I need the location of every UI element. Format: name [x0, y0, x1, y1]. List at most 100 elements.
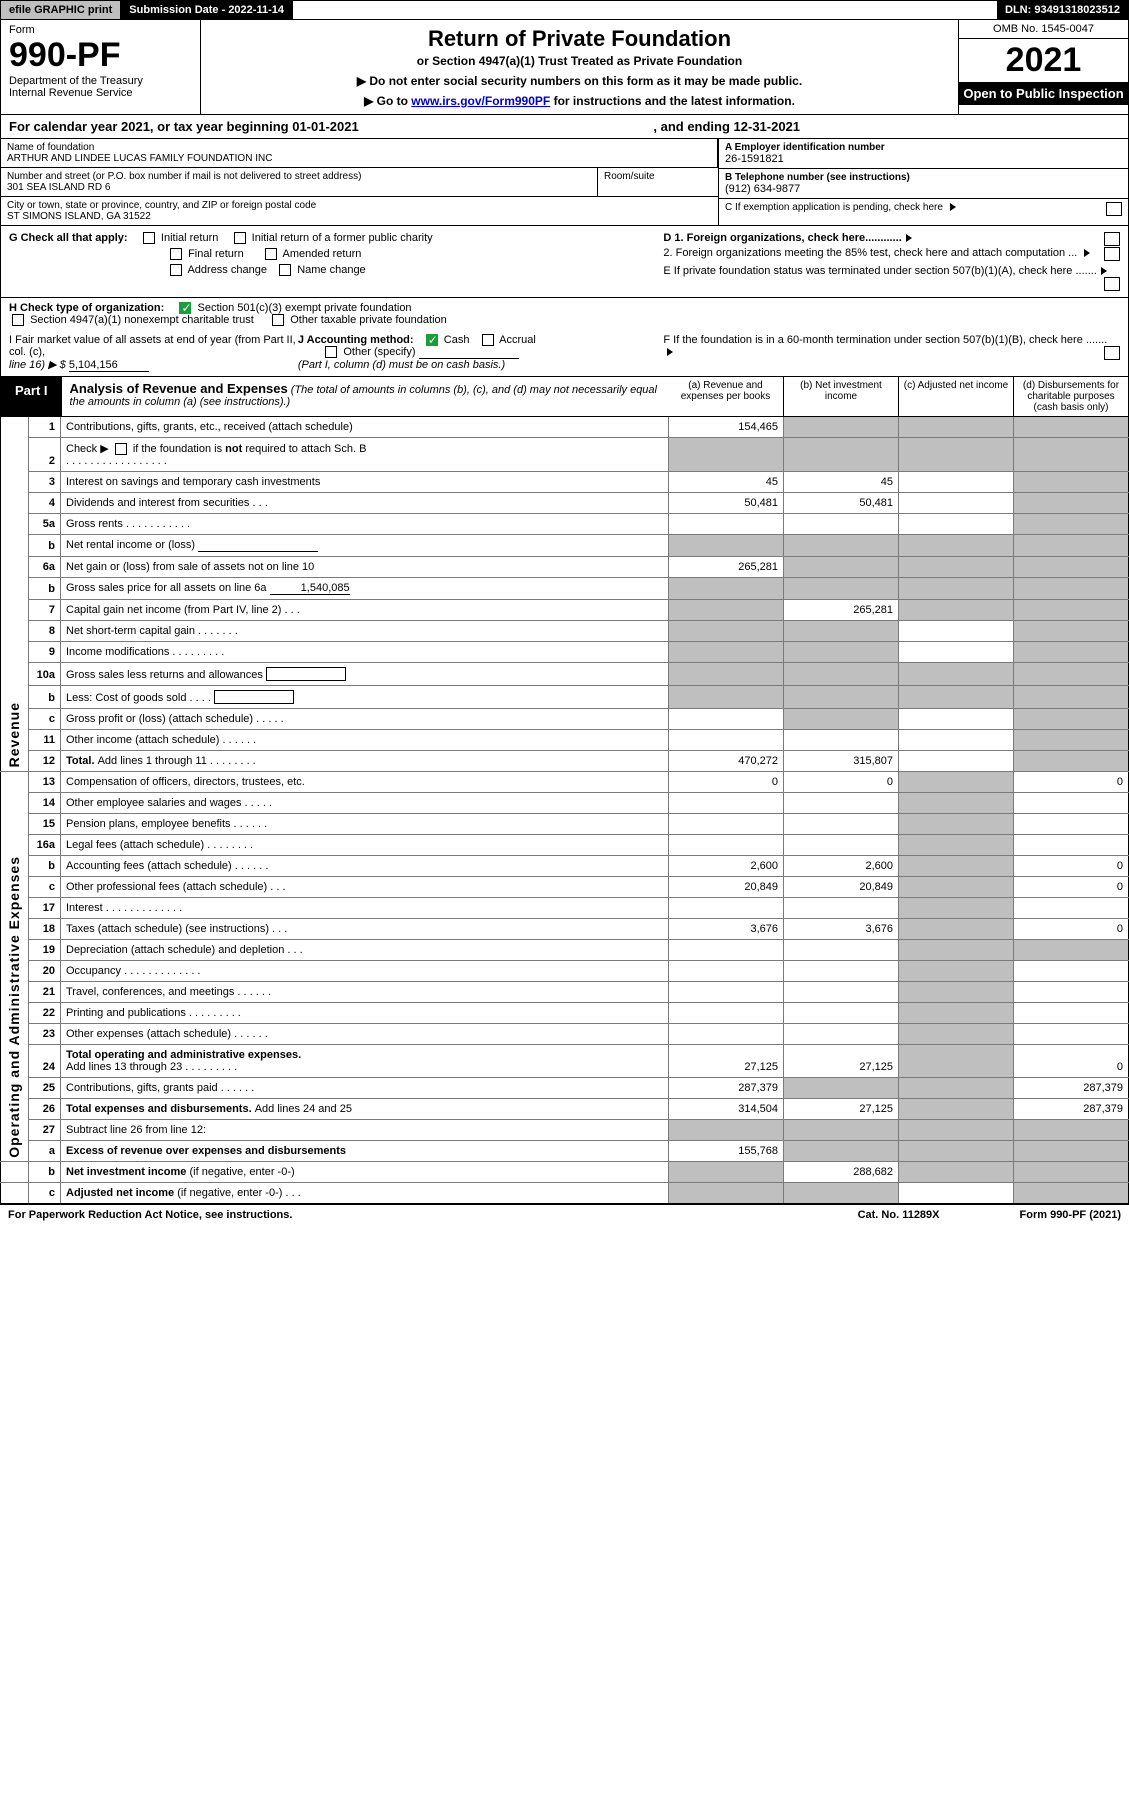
501c3-checkbox[interactable] [179, 302, 191, 314]
row-24: Total operating and administrative expen… [61, 1045, 669, 1078]
g-label: G Check all that apply: [9, 232, 128, 244]
arrow-icon [1084, 249, 1090, 257]
f-checkbox[interactable] [1104, 346, 1120, 360]
f-label: F If the foundation is in a 60-month ter… [663, 334, 1107, 346]
form-subtitle: or Section 4947(a)(1) Trust Treated as P… [213, 54, 946, 68]
col-a: (a) Revenue and expenses per books [668, 377, 783, 416]
addr-label: Number and street (or P.O. box number if… [7, 171, 591, 182]
d2-checkbox[interactable] [1104, 247, 1120, 261]
note-link: ▶ Go to www.irs.gov/Form990PF for instru… [213, 94, 946, 108]
arrow-icon [667, 348, 673, 356]
col-b: (b) Net investment income [783, 377, 898, 416]
phone-label: B Telephone number (see instructions) [725, 172, 910, 183]
row-10c: Gross profit or (loss) (attach schedule)… [61, 709, 669, 730]
fmv-value: 5,104,156 [69, 359, 149, 372]
g-block: G Check all that apply: Initial return I… [0, 226, 1129, 298]
tax-year: 2021 [959, 39, 1128, 82]
expenses-vlabel: Operating and Administrative Expenses [6, 856, 22, 1158]
paperwork-notice: For Paperwork Reduction Act Notice, see … [8, 1209, 292, 1221]
phone-value: (912) 634-9877 [725, 183, 1122, 195]
row-10a: Gross sales less returns and allowances [61, 663, 669, 686]
row-2: Check ▶ if the foundation is not require… [61, 438, 669, 472]
row-5a: Gross rents . . . . . . . . . . . [61, 514, 669, 535]
accrual-checkbox[interactable] [482, 334, 494, 346]
footer: For Paperwork Reduction Act Notice, see … [0, 1204, 1129, 1225]
form-header: Form 990-PF Department of the Treasury I… [0, 20, 1129, 115]
row-26: Total expenses and disbursements. Add li… [61, 1099, 669, 1120]
part1-table: Revenue 1Contributions, gifts, grants, e… [0, 417, 1129, 1204]
ij-block: I Fair market value of all assets at end… [0, 330, 1129, 377]
other-taxable-checkbox[interactable] [272, 314, 284, 326]
h-block: H Check type of organization: Section 50… [0, 298, 1129, 330]
form-number: 990-PF [9, 36, 192, 75]
arrow-icon [1101, 267, 1107, 275]
part1-tag: Part I [1, 377, 62, 416]
i-label: I Fair market value of all assets at end… [9, 334, 296, 358]
ein-label: A Employer identification number [725, 142, 885, 153]
top-bar: efile GRAPHIC print Submission Date - 20… [0, 0, 1129, 20]
row-9: Income modifications . . . . . . . . . [61, 642, 669, 663]
name-change-checkbox[interactable] [279, 264, 291, 276]
row-17: Interest . . . . . . . . . . . . . [61, 898, 669, 919]
arrow-icon [906, 234, 912, 242]
row-15: Pension plans, employee benefits . . . .… [61, 814, 669, 835]
cat-no: Cat. No. 11289X [858, 1209, 940, 1221]
d1-label: D 1. Foreign organizations, check here..… [663, 232, 901, 244]
row-7: Capital gain net income (from Part IV, l… [61, 600, 669, 621]
dln: DLN: 93491318023512 [997, 1, 1128, 19]
name-label: Name of foundation [7, 142, 711, 153]
dept: Department of the Treasury Internal Reve… [9, 75, 192, 99]
row-27c: Adjusted net income (if negative, enter … [61, 1183, 669, 1204]
row-25: Contributions, gifts, grants paid . . . … [61, 1078, 669, 1099]
exemption-label: C If exemption application is pending, c… [725, 202, 943, 213]
row-4: Dividends and interest from securities .… [61, 493, 669, 514]
other-method-checkbox[interactable] [325, 346, 337, 358]
city-label: City or town, state or province, country… [7, 200, 712, 211]
amended-return-checkbox[interactable] [265, 248, 277, 260]
efile-print[interactable]: efile GRAPHIC print [1, 1, 121, 19]
e-label: E If private foundation status was termi… [663, 265, 1097, 277]
irs-link[interactable]: www.irs.gov/Form990PF [411, 94, 550, 108]
initial-return-checkbox[interactable] [143, 232, 155, 244]
part1-title: Analysis of Revenue and Expenses [70, 381, 288, 396]
omb-no: OMB No. 1545-0047 [959, 20, 1128, 39]
d1-checkbox[interactable] [1104, 232, 1120, 246]
row-23: Other expenses (attach schedule) . . . .… [61, 1024, 669, 1045]
open-public: Open to Public Inspection [959, 82, 1128, 105]
row-27b: Net investment income (if negative, ente… [61, 1162, 669, 1183]
final-return-checkbox[interactable] [170, 248, 182, 260]
row-6a: Net gain or (loss) from sale of assets n… [61, 557, 669, 578]
info-block: Name of foundation ARTHUR AND LINDEE LUC… [0, 139, 1129, 226]
street-address: 301 SEA ISLAND RD 6 [7, 182, 591, 193]
h-label: H Check type of organization: [9, 302, 164, 314]
row-18: Taxes (attach schedule) (see instruction… [61, 919, 669, 940]
form-ref: Form 990-PF (2021) [1020, 1209, 1121, 1221]
column-headers: (a) Revenue and expenses per books (b) N… [668, 377, 1128, 416]
row-1: Contributions, gifts, grants, etc., rece… [61, 417, 669, 438]
exemption-checkbox[interactable] [1106, 202, 1122, 216]
cash-checkbox[interactable] [426, 334, 438, 346]
submission-date: Submission Date - 2022-11-14 [121, 1, 293, 19]
row-13: Compensation of officers, directors, tru… [61, 772, 669, 793]
e-checkbox[interactable] [1104, 277, 1120, 291]
form-label: Form [9, 24, 192, 36]
revenue-vlabel: Revenue [6, 702, 22, 767]
row-11: Other income (attach schedule) . . . . .… [61, 730, 669, 751]
row-27a: Excess of revenue over expenses and disb… [61, 1141, 669, 1162]
initial-public-checkbox[interactable] [234, 232, 246, 244]
row-16a: Legal fees (attach schedule) . . . . . .… [61, 835, 669, 856]
row-6b: Gross sales price for all assets on line… [61, 578, 669, 600]
d2-label: 2. Foreign organizations meeting the 85%… [663, 247, 1077, 259]
row-5b: Net rental income or (loss) [61, 535, 669, 557]
room-label: Room/suite [604, 171, 712, 182]
row-19: Depreciation (attach schedule) and deple… [61, 940, 669, 961]
col-c: (c) Adjusted net income [898, 377, 1013, 416]
row-20: Occupancy . . . . . . . . . . . . . [61, 961, 669, 982]
part1-header: Part I Analysis of Revenue and Expenses … [0, 377, 1129, 417]
schb-checkbox[interactable] [115, 443, 127, 455]
ein-value: 26-1591821 [725, 153, 1122, 165]
calendar-year: For calendar year 2021, or tax year begi… [0, 115, 1129, 139]
col-d: (d) Disbursements for charitable purpose… [1013, 377, 1128, 416]
4947-checkbox[interactable] [12, 314, 24, 326]
address-change-checkbox[interactable] [170, 264, 182, 276]
